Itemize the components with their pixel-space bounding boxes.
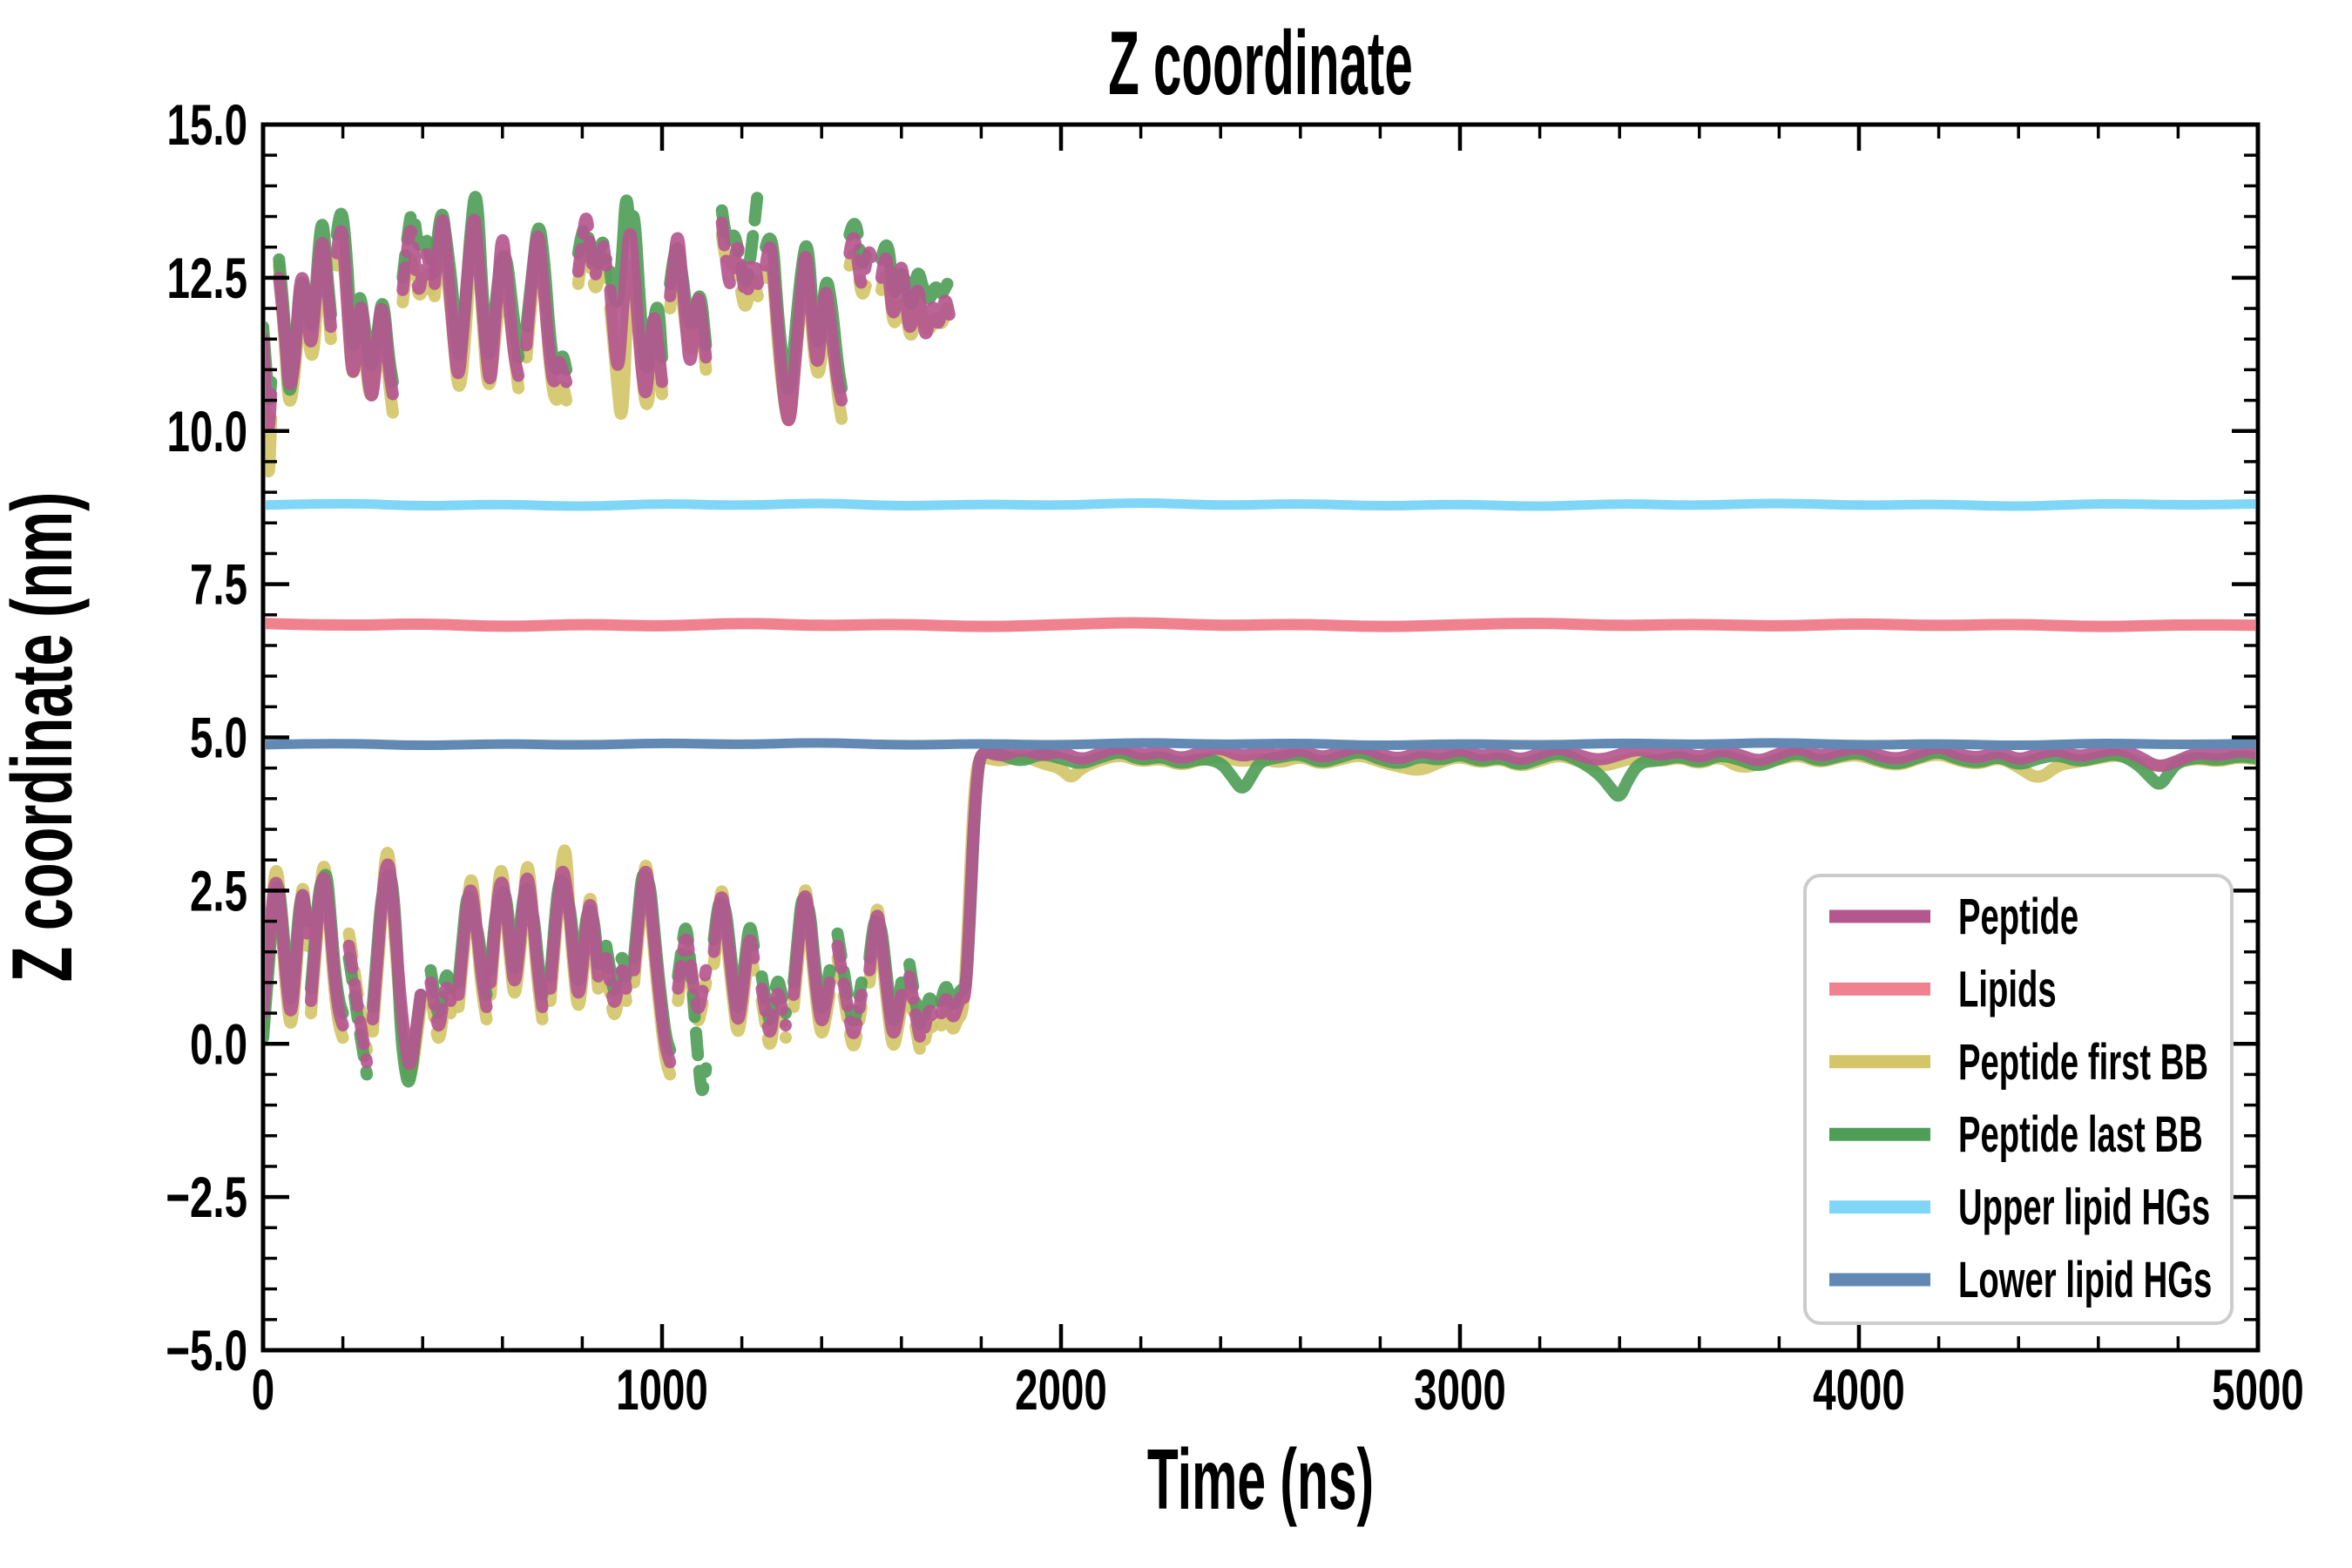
plot-frame: [260, 122, 2261, 1353]
y-tick-label: 2.5: [190, 860, 247, 923]
series-layer: [266, 186, 2255, 1097]
svg-text:2000: 2000: [1015, 1358, 1107, 1422]
legend-label: Peptide last BB: [1958, 1107, 2203, 1163]
svg-text:−5.0: −5.0: [166, 1319, 247, 1382]
tick-label-layer: 0 1000 2000 3000 4000 5000 15.0 12.5 10.0 7.5 5.0 2…: [166, 93, 2304, 1422]
legend-label: Upper lipid HGs: [1958, 1180, 2210, 1236]
y-tick-label: 15.0: [167, 93, 247, 157]
legend-label: Peptide first BB: [1958, 1035, 2208, 1091]
series-upper-lipid-hgs: [266, 497, 2255, 511]
series-lipids: [266, 617, 2255, 632]
y-tick-label: 0.0: [190, 1013, 247, 1077]
x-axis-label-text: Time (ns): [1147, 1433, 1374, 1528]
legend-label: Lipids: [1958, 963, 2057, 1018]
svg-text:5000: 5000: [2212, 1358, 2304, 1422]
y-tick-label: 5.0: [190, 706, 247, 770]
svg-text:0.0: 0.0: [190, 1013, 247, 1077]
svg-text:2.5: 2.5: [190, 860, 247, 923]
x-tick-label: 1000: [616, 1358, 708, 1422]
legend-item-peptide-first-bb: Peptide first BB: [1829, 1035, 2208, 1091]
legend-item-lower-lipid-hgs: Lower lipid HGs: [1829, 1253, 2212, 1308]
legend-label: Lower lipid HGs: [1958, 1253, 2212, 1308]
chart-title-text: Z coordinate: [1108, 12, 1412, 113]
svg-text:15.0: 15.0: [167, 93, 247, 157]
y-tick-label: 10.0: [167, 400, 247, 463]
y-tick-label: −5.0: [166, 1319, 247, 1382]
chart-title: Z coordinate: [1108, 12, 1412, 113]
svg-text:1000: 1000: [616, 1358, 708, 1422]
svg-text:0: 0: [252, 1358, 274, 1422]
y-tick-label: −2.5: [166, 1166, 247, 1230]
x-tick-label: 3000: [1414, 1358, 1506, 1422]
x-tick-label: 4000: [1813, 1358, 1905, 1422]
legend-item-peptide-last-bb: Peptide last BB: [1829, 1107, 2203, 1163]
x-tick-label: 0: [252, 1358, 274, 1422]
svg-text:−2.5: −2.5: [166, 1166, 247, 1230]
svg-text:5.0: 5.0: [190, 706, 247, 770]
y-tick-label: 12.5: [167, 247, 247, 310]
x-axis-label: Time (ns): [1147, 1433, 1374, 1528]
svg-text:3000: 3000: [1414, 1358, 1506, 1422]
x-tick-label: 5000: [2212, 1358, 2304, 1422]
svg-text:4000: 4000: [1813, 1358, 1905, 1422]
series-lower-lipid-hgs: [266, 738, 2255, 751]
y-tick-label: 7.5: [190, 553, 247, 617]
legend: Peptide Lipids Peptide first BB Peptide las…: [1803, 874, 2234, 1325]
svg-text:7.5: 7.5: [190, 553, 247, 617]
legend-label: Peptide: [1958, 889, 2078, 945]
svg-text:12.5: 12.5: [167, 247, 247, 310]
legend-item-lipids: Lipids: [1829, 963, 2057, 1018]
svg-text:10.0: 10.0: [167, 400, 247, 463]
y-axis-label-text: Z coordinate (nm): [0, 492, 90, 983]
series-peptide: [266, 213, 2255, 1071]
legend-item-peptide: Peptide: [1829, 889, 2078, 945]
y-axis-label: Z coordinate (nm): [0, 492, 90, 983]
x-tick-label: 2000: [1015, 1358, 1107, 1422]
legend-item-upper-lipid-hgs: Upper lipid HGs: [1829, 1180, 2210, 1236]
